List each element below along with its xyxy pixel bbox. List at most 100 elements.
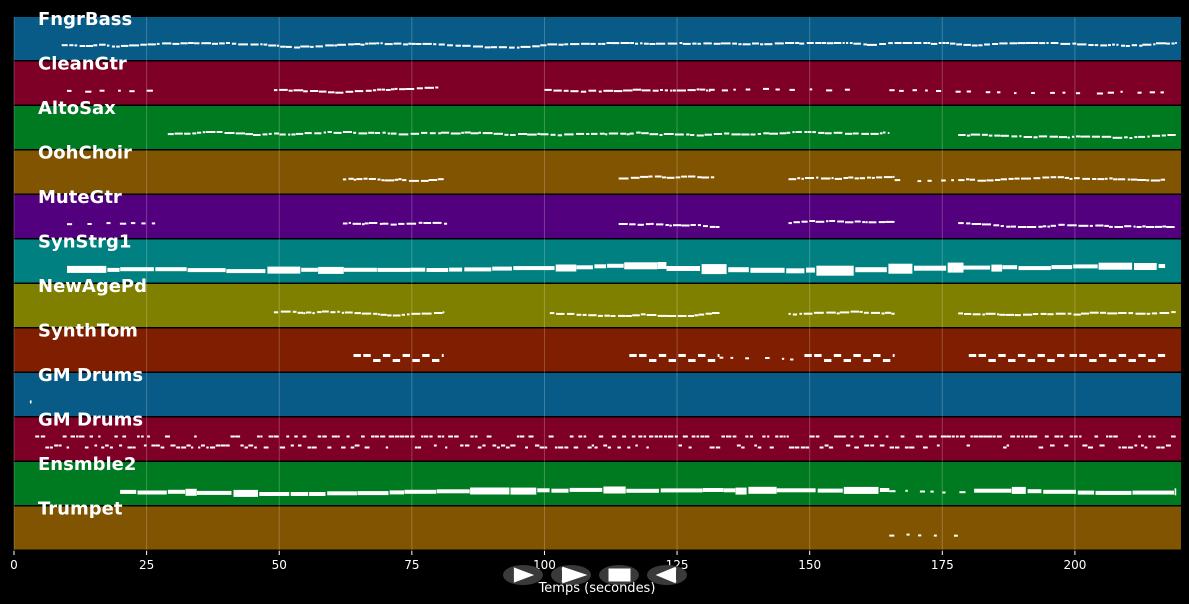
note [379,222,383,225]
note [942,42,946,44]
note [505,446,510,449]
note [484,46,491,49]
note [765,357,770,359]
note [1037,354,1045,357]
note [1114,226,1124,228]
track-label: GM Drums [38,365,143,386]
note [567,312,575,315]
note [1089,224,1093,227]
note [867,176,871,179]
note [843,177,848,179]
note [424,435,429,438]
note [956,43,962,46]
note [605,133,608,136]
note [447,44,453,47]
note [691,435,696,438]
track-label: Ensmble2 [38,454,136,475]
note [306,311,312,314]
note [879,488,890,492]
note [517,46,520,49]
note [1128,312,1134,315]
note [1054,435,1060,438]
note [380,42,383,45]
note [631,435,636,438]
note [151,222,156,225]
note [732,42,737,45]
note [441,354,444,357]
note [79,45,85,47]
note [1101,135,1112,138]
note [411,42,416,45]
track-labels: FngrBass CleanGtr AltoSax OohChoir MuteGtr Sy… [38,9,147,520]
note [129,90,135,93]
x-tick-label: 200 [1063,558,1086,572]
note [649,359,657,362]
note [781,357,785,360]
note [1107,312,1118,315]
note [202,131,206,134]
note [364,446,370,449]
note [688,446,692,449]
note [817,488,843,493]
track-label: SynthTom [38,321,138,342]
note [1067,312,1072,315]
note [912,89,917,92]
note [240,444,244,447]
note [682,435,688,438]
fast-forward-button[interactable] [551,565,591,585]
note [540,133,549,136]
note [786,131,791,134]
note [1131,44,1137,47]
note [191,446,194,449]
play-forward-button[interactable] [503,565,543,585]
stop-button[interactable] [599,565,639,585]
note [1096,92,1103,95]
note [738,43,742,46]
note [876,176,883,179]
note [779,132,787,135]
note [864,444,870,447]
note [640,313,646,316]
note [794,446,800,449]
note [1144,446,1148,449]
note [402,354,410,357]
note [587,446,592,449]
note [334,44,338,47]
note [599,132,605,135]
note [437,178,444,181]
note [1081,312,1089,315]
note [354,43,361,46]
note [1134,136,1138,139]
note [889,534,895,537]
play-backward-button[interactable] [647,565,687,585]
note [1050,91,1055,94]
note [1121,44,1126,47]
note [972,313,981,316]
note [423,222,432,224]
note [973,435,979,438]
note [775,435,779,438]
note [641,132,649,135]
note [728,267,749,273]
note [387,314,392,317]
note [826,89,833,92]
note [999,42,1008,45]
note [951,435,955,438]
track-lane [14,195,1181,238]
note [1062,91,1066,94]
note [411,312,421,315]
note [376,42,380,45]
note [583,435,587,438]
note [674,133,684,136]
note [197,131,202,134]
note [588,89,597,92]
note [870,132,879,135]
note [914,265,947,271]
note [1000,225,1004,227]
note [742,43,751,46]
note [649,435,654,438]
note [576,132,585,135]
note [186,444,191,447]
note [697,42,701,45]
note [569,435,574,438]
